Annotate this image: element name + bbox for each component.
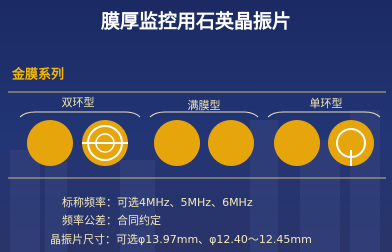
spec-line: 频率公差：合同约定	[62, 213, 161, 227]
crystal-single-ring-front	[328, 120, 374, 166]
group-label: 满膜型	[188, 98, 221, 112]
crystal-single-ring-back	[274, 120, 320, 166]
crystal-double-ring-back	[27, 120, 73, 166]
spec-line: 晶振片尺寸：可选φ13.97mm、φ12.40～12.45mm	[50, 232, 312, 246]
section-title: 金膜系列	[11, 67, 64, 83]
crystal-double-ring-front	[82, 120, 128, 166]
spec-line: 标称频率：可选4MHz、5MHz、6MHz	[62, 195, 253, 209]
slide: 膜厚监控用石英晶振片 金膜系列 双环型 满膜型 单环型 标称频率：可选4MHz、…	[0, 0, 392, 252]
group-label: 双环型	[62, 95, 95, 109]
group-label: 单环型	[310, 96, 343, 110]
title: 膜厚监控用石英晶振片	[100, 10, 291, 33]
